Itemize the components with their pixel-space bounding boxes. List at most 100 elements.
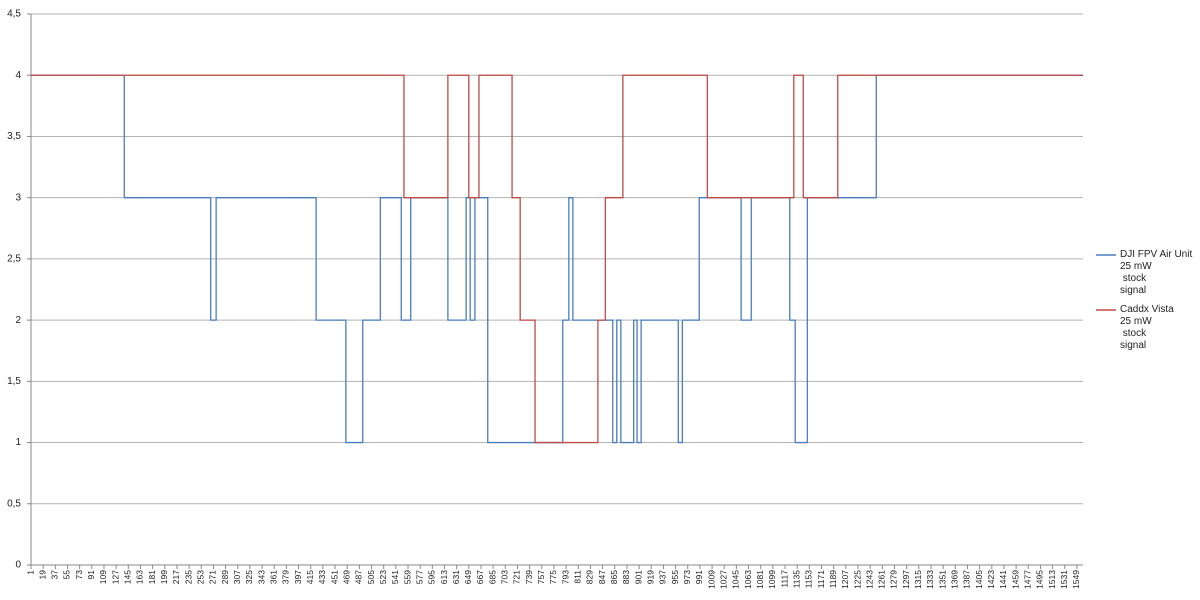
x-tick-label: 757	[536, 570, 546, 584]
x-tick-label: 91	[86, 570, 96, 580]
x-tick-label: 163	[135, 570, 145, 584]
x-tick-label: 505	[366, 570, 376, 584]
x-tick-label: 253	[196, 570, 206, 584]
y-tick-label: 3	[15, 192, 21, 203]
x-tick-label: 667	[475, 570, 485, 584]
x-tick-label: 919	[646, 570, 656, 584]
x-tick-label: 361	[268, 570, 278, 584]
x-tick-label: 379	[281, 570, 291, 584]
x-tick-label: 1	[25, 570, 35, 575]
x-tick-label: 1513	[1047, 570, 1057, 589]
x-tick-label: 631	[451, 570, 461, 584]
x-tick-label: 811	[573, 570, 583, 584]
x-tick-label: 883	[621, 570, 631, 584]
x-tick-label: 343	[256, 570, 266, 584]
series-line	[31, 74, 1083, 444]
x-tick-label: 1549	[1071, 570, 1081, 589]
x-tick-label: 1261	[877, 570, 887, 589]
x-tick-label: 973	[682, 570, 692, 584]
x-tick-label: 1459	[1010, 570, 1020, 589]
x-tick-label: 937	[658, 570, 668, 584]
x-tick-label: 1279	[889, 570, 899, 589]
x-tick-label: 1477	[1023, 570, 1033, 589]
x-tick-label: 109	[98, 570, 108, 584]
y-tick-label: 0,5	[7, 498, 21, 509]
x-tick-label: 577	[414, 570, 424, 584]
x-tick-label: 991	[694, 570, 704, 584]
x-tick-label: 325	[244, 570, 254, 584]
x-tick-label: 541	[390, 570, 400, 584]
x-tick-label: 73	[74, 570, 84, 580]
x-tick-label: 199	[159, 570, 169, 584]
x-tick-label: 397	[293, 570, 303, 584]
x-tick-label: 1243	[864, 570, 874, 589]
y-tick-label: 4	[15, 70, 21, 81]
y-tick-label: 2,5	[7, 254, 21, 265]
x-tick-label: 307	[232, 570, 242, 584]
x-tick-label: 1117	[779, 570, 789, 588]
x-tick-label: 1423	[986, 570, 996, 589]
x-tick-label: 289	[220, 570, 230, 584]
legend-label: Caddx Vista 25 mW stock signal	[1120, 304, 1174, 351]
x-tick-label: 613	[439, 570, 449, 584]
x-tick-label: 217	[171, 570, 181, 584]
x-tick-label: 1189	[828, 570, 838, 589]
x-tick-label: 1207	[840, 570, 850, 589]
x-tick-label: 595	[427, 570, 437, 584]
x-tick-label: 1387	[962, 570, 972, 589]
x-tick-label: 955	[670, 570, 680, 584]
x-tick-label: 1297	[901, 570, 911, 589]
x-tick-label: 1495	[1035, 570, 1045, 589]
x-tick-label: 901	[633, 570, 643, 584]
x-tick-label: 1045	[731, 570, 741, 589]
y-tick-label: 1,5	[7, 376, 21, 387]
x-tick-label: 469	[341, 570, 351, 584]
x-tick-label: 271	[208, 570, 218, 584]
x-tick-label: 775	[548, 570, 558, 584]
x-tick-label: 829	[585, 570, 595, 584]
y-tick-label: 0	[15, 560, 21, 571]
x-tick-label: 703	[500, 570, 510, 584]
x-tick-label: 1441	[998, 570, 1008, 589]
x-tick-label: 1099	[767, 570, 777, 589]
x-tick-label: 1153	[804, 570, 814, 589]
x-tick-label: 1027	[718, 570, 728, 589]
x-tick-label: 649	[463, 570, 473, 584]
x-tick-label: 1081	[755, 570, 765, 589]
x-tick-label: 415	[305, 570, 315, 584]
series-line	[31, 74, 1083, 444]
x-tick-label: 739	[524, 570, 534, 584]
x-tick-label: 235	[183, 570, 193, 584]
x-tick-label: 559	[402, 570, 412, 584]
x-tick-label: 37	[50, 570, 60, 580]
x-tick-label: 721	[512, 570, 522, 584]
y-tick-label: 4,5	[7, 9, 21, 20]
x-tick-label: 523	[378, 570, 388, 584]
y-tick-label: 1	[15, 437, 21, 448]
x-tick-label: 1225	[852, 570, 862, 589]
x-tick-label: 55	[62, 570, 72, 580]
y-tick-label: 3,5	[7, 131, 21, 142]
x-tick-label: 19	[37, 570, 47, 580]
x-tick-label: 1405	[974, 570, 984, 589]
x-tick-label: 487	[354, 570, 364, 584]
x-tick-label: 685	[487, 570, 497, 584]
x-tick-label: 793	[560, 570, 570, 584]
x-tick-label: 145	[123, 570, 133, 584]
x-tick-label: 433	[317, 570, 327, 584]
y-tick-label: 2	[15, 315, 21, 326]
x-tick-label: 127	[110, 570, 120, 584]
x-tick-label: 1315	[913, 570, 923, 589]
x-tick-label: 1333	[925, 570, 935, 589]
x-tick-label: 181	[147, 570, 157, 584]
x-tick-label: 1063	[743, 570, 753, 589]
x-tick-label: 1351	[937, 570, 947, 589]
x-tick-label: 1369	[950, 570, 960, 589]
x-tick-label: 451	[329, 570, 339, 584]
legend-label: DJI FPV Air Unit 25 mW stock signal	[1120, 249, 1193, 296]
x-tick-label: 865	[609, 570, 619, 584]
x-tick-label: 1009	[706, 570, 716, 589]
x-tick-label: 1135	[791, 570, 801, 589]
